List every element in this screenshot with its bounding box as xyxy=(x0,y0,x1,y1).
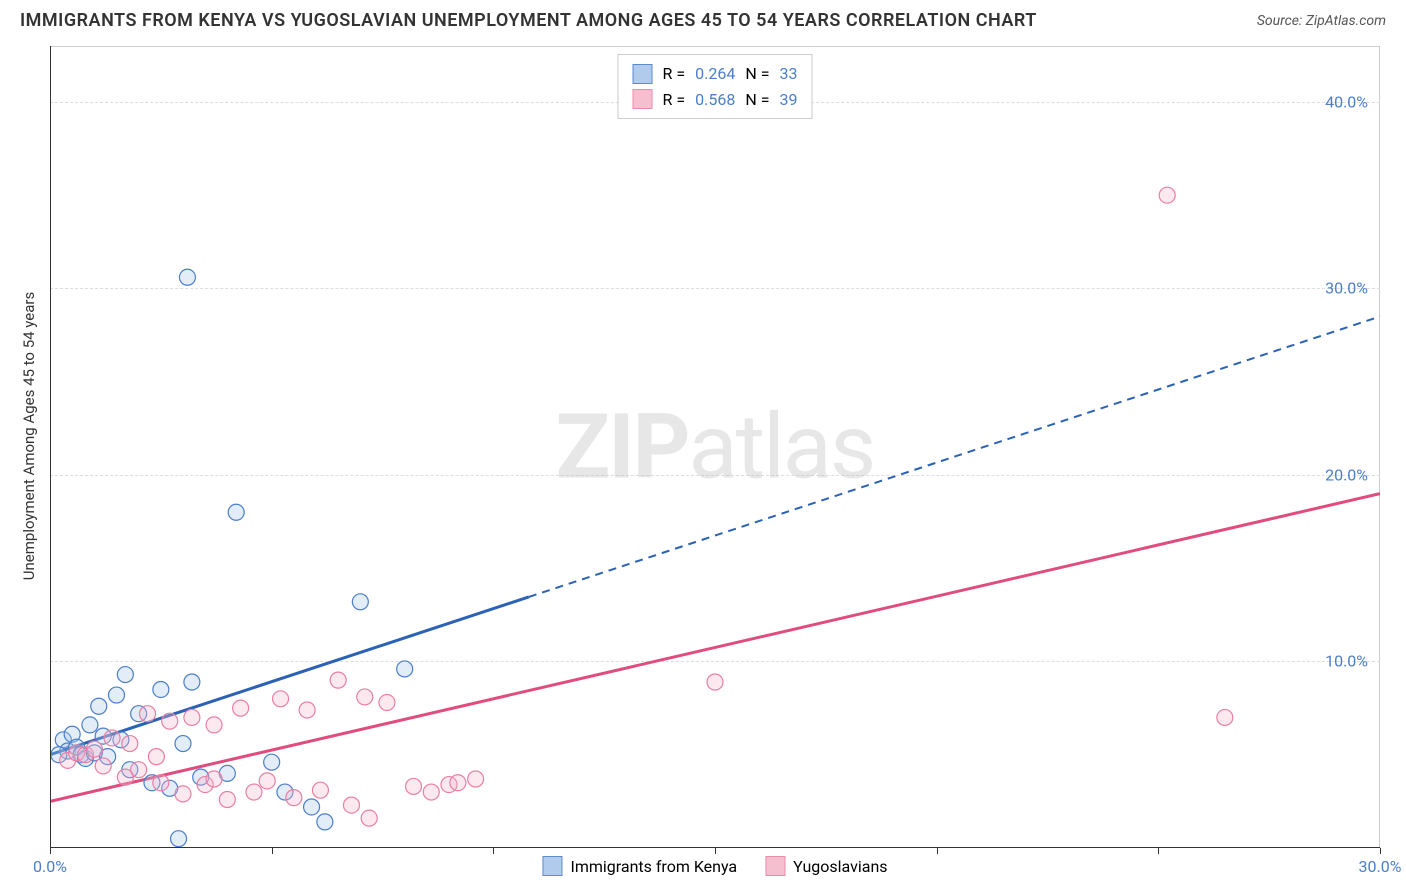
scatter-point xyxy=(117,667,133,683)
legend-swatch-pink xyxy=(633,89,653,109)
scatter-point xyxy=(299,702,315,718)
chart-title: IMMIGRANTS FROM KENYA VS YUGOSLAVIAN UNE… xyxy=(20,10,1037,31)
scatter-point xyxy=(175,786,191,802)
scatter-point xyxy=(206,717,222,733)
scatter-point xyxy=(707,674,723,690)
scatter-point xyxy=(140,706,156,722)
x-axis-line xyxy=(50,847,1380,848)
scatter-point xyxy=(468,771,484,787)
scatter-point xyxy=(423,784,439,800)
series-legend: Immigrants from Kenya Yugoslavians xyxy=(542,856,887,876)
scatter-point xyxy=(86,741,102,757)
correlation-legend: R = 0.264 N = 33 R = 0.568 N = 39 xyxy=(618,54,813,119)
x-tick xyxy=(272,848,273,854)
scatter-points xyxy=(50,46,1380,848)
scatter-point xyxy=(273,691,289,707)
scatter-point xyxy=(206,771,222,787)
legend-n-value: 33 xyxy=(779,61,797,87)
legend-swatch-blue xyxy=(542,856,562,876)
x-tick xyxy=(1380,848,1381,854)
legend-row-pink: R = 0.568 N = 39 xyxy=(633,87,798,113)
scatter-point xyxy=(406,778,422,794)
scatter-point xyxy=(357,689,373,705)
legend-label-pink: Yugoslavians xyxy=(793,857,887,876)
scatter-point xyxy=(304,799,320,815)
legend-r-label: R = xyxy=(663,61,686,87)
y-axis-line xyxy=(50,46,51,848)
legend-n-label: N = xyxy=(745,61,769,87)
scatter-point xyxy=(131,762,147,778)
scatter-point xyxy=(179,269,195,285)
scatter-point xyxy=(162,713,178,729)
chart-area: Unemployment Among Ages 45 to 54 years Z… xyxy=(50,46,1380,848)
source-name: ZipAtlas.com xyxy=(1306,13,1386,29)
scatter-point xyxy=(397,661,413,677)
x-tick xyxy=(715,848,716,854)
scatter-point xyxy=(104,730,120,746)
scatter-point xyxy=(379,695,395,711)
scatter-point xyxy=(82,717,98,733)
x-tick xyxy=(50,848,51,854)
y-tick-label: 30.0% xyxy=(1325,279,1368,298)
legend-n-label: N = xyxy=(745,87,769,113)
scatter-point xyxy=(171,831,187,847)
scatter-point xyxy=(175,736,191,752)
scatter-point xyxy=(317,814,333,830)
legend-n-value: 39 xyxy=(779,87,797,113)
x-tick xyxy=(937,848,938,854)
scatter-point xyxy=(450,775,466,791)
legend-label-blue: Immigrants from Kenya xyxy=(570,857,737,876)
scatter-point xyxy=(184,674,200,690)
scatter-point xyxy=(109,687,125,703)
scatter-point xyxy=(330,672,346,688)
legend-r-label: R = xyxy=(663,87,686,113)
header-bar: IMMIGRANTS FROM KENYA VS YUGOSLAVIAN UNE… xyxy=(0,0,1406,37)
scatter-point xyxy=(153,681,169,697)
scatter-point xyxy=(312,782,328,798)
legend-swatch-blue xyxy=(633,64,653,84)
legend-item-blue: Immigrants from Kenya xyxy=(542,856,737,876)
x-tick xyxy=(1158,848,1159,854)
scatter-point xyxy=(148,749,164,765)
scatter-point xyxy=(343,797,359,813)
scatter-point xyxy=(1159,187,1175,203)
y-tick-label: 10.0% xyxy=(1325,652,1368,671)
scatter-point xyxy=(1217,709,1233,725)
x-tick-label: 30.0% xyxy=(1359,857,1402,876)
scatter-point xyxy=(352,594,368,610)
scatter-point xyxy=(228,504,244,520)
source-attribution: Source: ZipAtlas.com xyxy=(1257,13,1386,29)
scatter-point xyxy=(259,773,275,789)
scatter-point xyxy=(95,758,111,774)
scatter-point xyxy=(153,775,169,791)
scatter-point xyxy=(233,700,249,716)
scatter-point xyxy=(122,736,138,752)
scatter-point xyxy=(246,784,262,800)
legend-r-value: 0.568 xyxy=(695,87,735,113)
legend-r-value: 0.264 xyxy=(695,61,735,87)
x-tick xyxy=(493,848,494,854)
y-axis-title: Unemployment Among Ages 45 to 54 years xyxy=(20,292,38,580)
legend-item-pink: Yugoslavians xyxy=(765,856,887,876)
scatter-point xyxy=(219,792,235,808)
scatter-point xyxy=(264,754,280,770)
legend-swatch-pink xyxy=(765,856,785,876)
y-tick-label: 40.0% xyxy=(1325,92,1368,111)
y-tick-label: 20.0% xyxy=(1325,465,1368,484)
scatter-point xyxy=(361,810,377,826)
source-prefix: Source: xyxy=(1257,13,1306,29)
scatter-point xyxy=(184,709,200,725)
scatter-point xyxy=(91,698,107,714)
scatter-point xyxy=(286,790,302,806)
legend-row-blue: R = 0.264 N = 33 xyxy=(633,61,798,87)
x-tick-label: 0.0% xyxy=(33,857,67,876)
